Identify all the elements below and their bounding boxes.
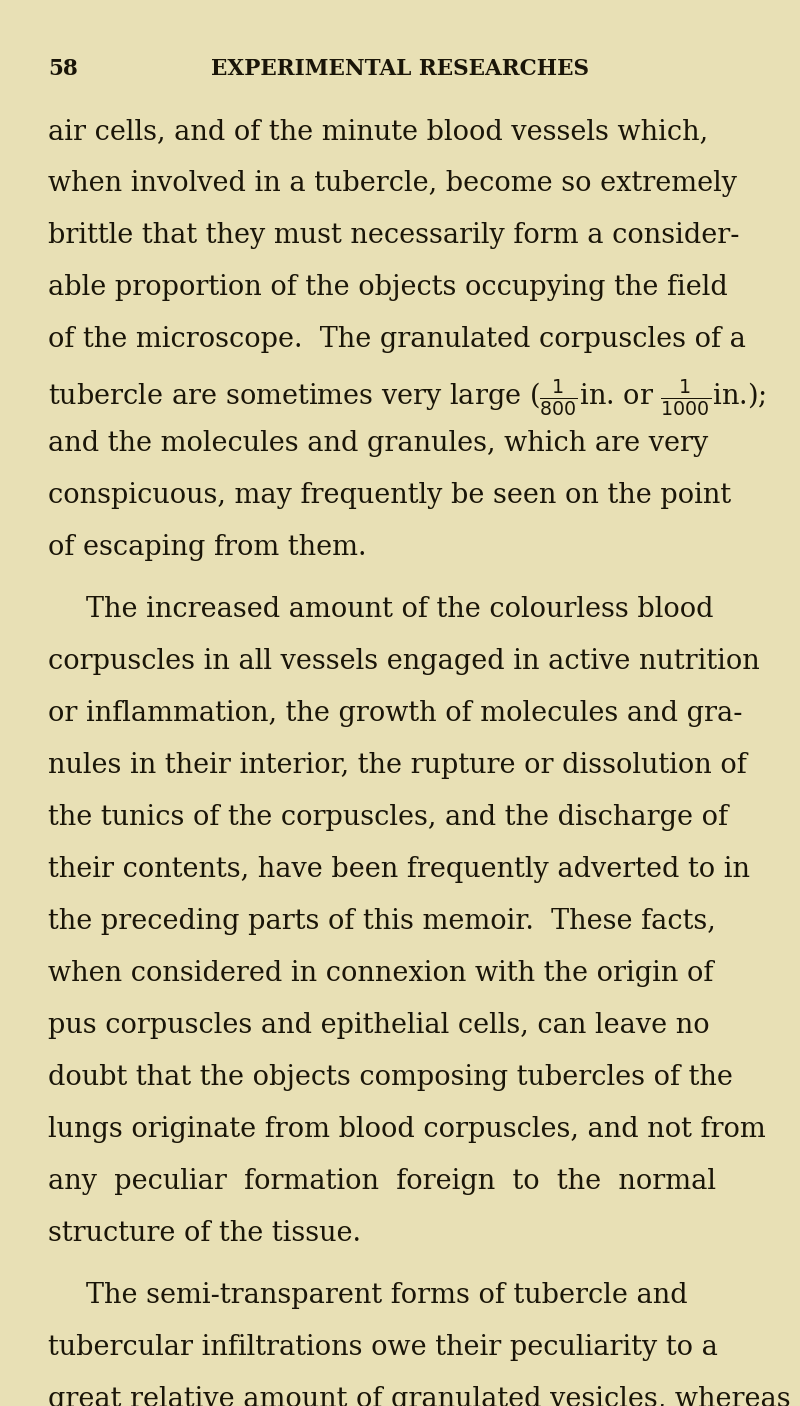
Text: great relative amount of granulated vesicles, whereas: great relative amount of granulated vesi…	[48, 1386, 790, 1406]
Text: the tunics of the corpuscles, and the discharge of: the tunics of the corpuscles, and the di…	[48, 804, 728, 831]
Text: EXPERIMENTAL RESEARCHES: EXPERIMENTAL RESEARCHES	[211, 58, 589, 80]
Text: conspicuous, may frequently be seen on the point: conspicuous, may frequently be seen on t…	[48, 482, 731, 509]
Text: nules in their interior, the rupture or dissolution of: nules in their interior, the rupture or …	[48, 752, 746, 779]
Text: their contents, have been frequently adverted to in: their contents, have been frequently adv…	[48, 856, 750, 883]
Text: tubercular infiltrations owe their peculiarity to a: tubercular infiltrations owe their pecul…	[48, 1334, 718, 1361]
Text: of the microscope.  The granulated corpuscles of a: of the microscope. The granulated corpus…	[48, 326, 746, 353]
Text: air cells, and of the minute blood vessels which,: air cells, and of the minute blood vesse…	[48, 118, 708, 145]
Text: The increased amount of the colourless blood: The increased amount of the colourless b…	[86, 596, 714, 623]
Text: when considered in connexion with the origin of: when considered in connexion with the or…	[48, 960, 714, 987]
Text: brittle that they must necessarily form a consider-: brittle that they must necessarily form …	[48, 222, 739, 249]
Text: any  peculiar  formation  foreign  to  the  normal: any peculiar formation foreign to the no…	[48, 1168, 716, 1195]
Text: lungs originate from blood corpuscles, and not from: lungs originate from blood corpuscles, a…	[48, 1116, 766, 1143]
Text: of escaping from them.: of escaping from them.	[48, 534, 366, 561]
Text: 58: 58	[48, 58, 78, 80]
Text: pus corpuscles and epithelial cells, can leave no: pus corpuscles and epithelial cells, can…	[48, 1012, 710, 1039]
Text: doubt that the objects composing tubercles of the: doubt that the objects composing tubercl…	[48, 1064, 733, 1091]
Text: when involved in a tubercle, become so extremely: when involved in a tubercle, become so e…	[48, 170, 737, 197]
Text: tubercle are sometimes very large ($\frac{1}{800}$in. or $\frac{1}{1000}$in.);: tubercle are sometimes very large ($\fra…	[48, 378, 766, 419]
Text: The semi-transparent forms of tubercle and: The semi-transparent forms of tubercle a…	[86, 1282, 688, 1309]
Text: able proportion of the objects occupying the field: able proportion of the objects occupying…	[48, 274, 728, 301]
Text: or inflammation, the growth of molecules and gra-: or inflammation, the growth of molecules…	[48, 700, 742, 727]
Text: and the molecules and granules, which are very: and the molecules and granules, which ar…	[48, 430, 708, 457]
Text: corpuscles in all vessels engaged in active nutrition: corpuscles in all vessels engaged in act…	[48, 648, 760, 675]
Text: the preceding parts of this memoir.  These facts,: the preceding parts of this memoir. Thes…	[48, 908, 716, 935]
Text: structure of the tissue.: structure of the tissue.	[48, 1220, 361, 1247]
